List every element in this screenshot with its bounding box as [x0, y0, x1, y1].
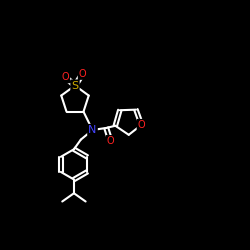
Text: O: O	[138, 120, 145, 130]
Text: N: N	[88, 125, 97, 135]
Text: O: O	[79, 69, 86, 79]
Text: O: O	[62, 72, 69, 82]
Text: O: O	[106, 136, 114, 146]
Text: S: S	[72, 80, 78, 90]
